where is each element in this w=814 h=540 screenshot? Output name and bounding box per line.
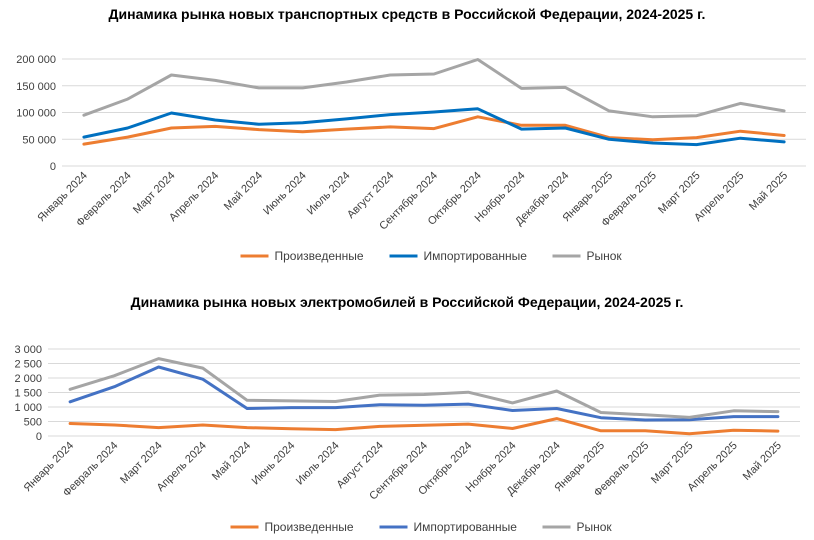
x-tick-label: Июнь 2024 [261,170,309,218]
x-tick-label: Май 2024 [210,440,253,483]
legend-label-2: Импортированные [414,520,518,534]
x-tick-label: Май 2024 [222,170,265,213]
y-tick-label: 150 000 [16,81,56,93]
x-tick-label: Март 2025 [649,440,696,487]
x-tick-label: Март 2024 [131,170,178,217]
series-line-1 [68,417,780,436]
x-tick-label: Март 2025 [656,170,703,217]
legend-label-3: Рынок [587,249,623,263]
x-tick-label: Май 2025 [741,440,784,483]
y-tick-label: 200 000 [16,54,56,66]
x-tick-label: Март 2024 [118,440,165,487]
x-tick-label: Июнь 2024 [250,440,298,488]
legend-label-1: Произведенные [265,520,354,534]
y-tick-label: 50 000 [22,134,56,146]
series-line-3 [82,58,786,119]
series-line-2 [68,365,780,422]
series-line-3 [68,357,780,419]
x-tick-label: Июль 2024 [305,170,353,218]
chart-1-title: Динамика рынка новых транспортных средст… [108,6,706,22]
y-tick-label: 2 500 [14,359,42,371]
y-tick-label: 0 [36,431,42,443]
series-line-2 [82,107,786,147]
x-tick-label: Май 2025 [747,170,790,213]
y-tick-label: 2 000 [14,373,42,385]
y-tick-label: 100 000 [16,108,56,120]
y-tick-label: 1 500 [14,388,42,400]
y-tick-label: 1 000 [14,402,42,414]
legend-label-1: Произведенные [275,249,364,263]
series-line-1 [82,115,786,146]
y-tick-label: 500 [24,417,42,429]
x-tick-label: Июль 2024 [294,440,342,488]
legend-label-2: Импортированные [424,249,528,263]
legend-label-3: Рынок [577,520,613,534]
chart-2-title: Динамика рынка новых электромобилей в Ро… [130,294,684,310]
y-tick-label: 3 000 [14,344,42,356]
y-tick-label: 0 [50,161,56,173]
